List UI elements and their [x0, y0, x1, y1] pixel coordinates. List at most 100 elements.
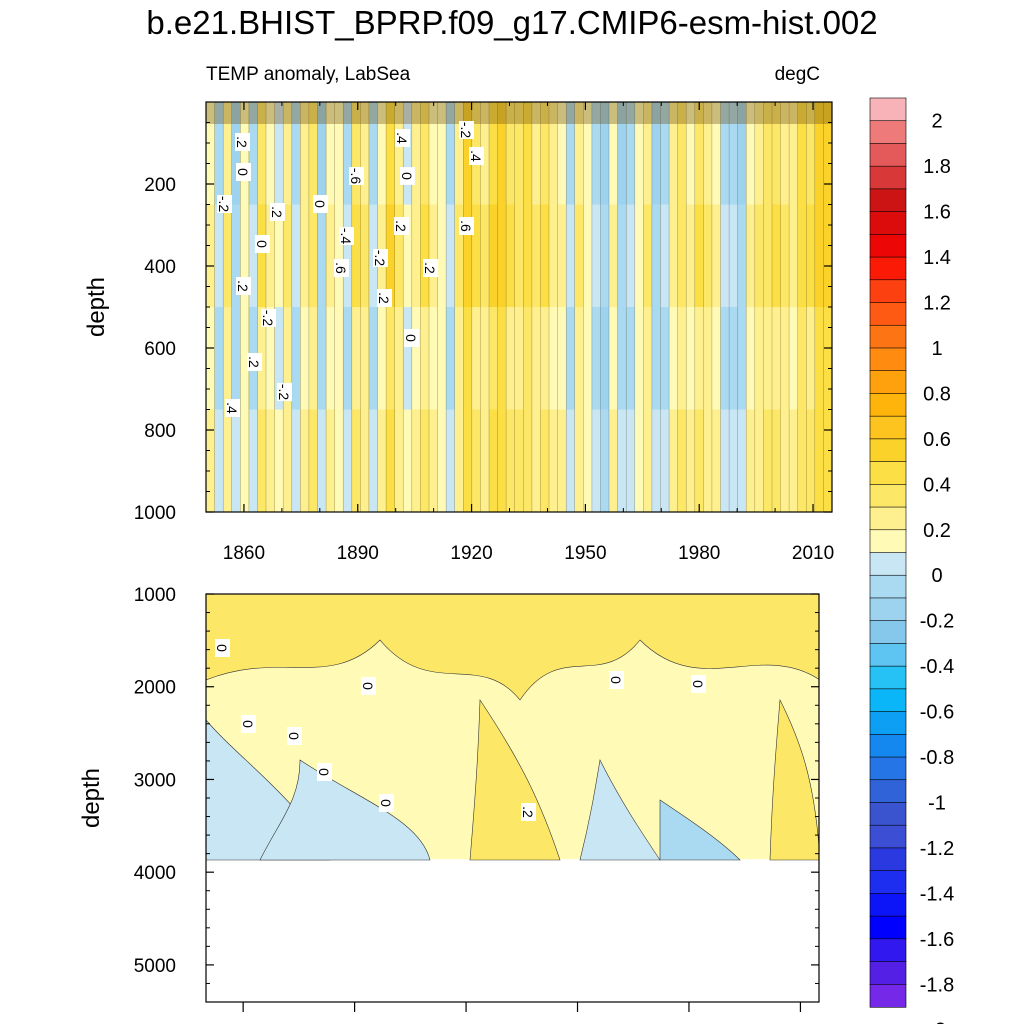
upper-field-cell — [489, 409, 499, 512]
upper-field-cell — [686, 204, 696, 308]
upper-field-cell — [806, 102, 816, 206]
upper-field-cell — [660, 307, 670, 411]
upper-field-cell — [351, 409, 361, 512]
upper-field-cell — [711, 307, 722, 411]
upper-field-cell — [780, 204, 790, 308]
lower-contour-label: 0 — [316, 763, 332, 781]
upper-field-cell — [386, 204, 396, 308]
svg-text:.2: .2 — [520, 806, 536, 818]
upper-field-cell — [780, 307, 790, 411]
upper-contour-label: -.2 — [276, 383, 292, 401]
upper-field-cell — [489, 204, 499, 308]
lower-contour-region — [659, 799, 741, 861]
upper-field-cell — [557, 409, 567, 512]
upper-field-cell — [351, 307, 361, 411]
upper-field-cell — [326, 204, 336, 308]
upper-field-cell — [823, 307, 832, 411]
upper-field-cell — [694, 307, 704, 411]
colorbar-label: 0.2 — [923, 520, 951, 542]
colorbar-label: -0.8 — [920, 747, 954, 769]
svg-text:0: 0 — [360, 682, 376, 690]
upper-field-cell — [291, 102, 301, 206]
upper-field-cell — [506, 204, 516, 308]
lower-contour-label: 0 — [240, 715, 256, 733]
upper-field-cell — [763, 204, 773, 308]
lower-contour-label: 0 — [360, 677, 376, 695]
lower-contour-region — [579, 759, 661, 861]
upper-field-cell — [729, 409, 739, 512]
upper-field-cell — [600, 102, 610, 206]
colorbar-bin — [869, 143, 907, 167]
upper-field-cell — [694, 409, 704, 512]
upper-axes: 200 400 600 800 1000 1860 1890 1920 1950 1980 2010 — [134, 102, 834, 564]
upper-field-cell — [540, 409, 550, 512]
x-tick-label: 1860 — [223, 543, 265, 564]
upper-contour-labels: .2 0 -.2 .2 0 .2 -.2 .2 -.2 .4 0 -.4 .6 -.6 .4 0 .2 -.2 .2… — [216, 121, 484, 417]
upper-field-cell — [746, 204, 756, 308]
upper-field-cell — [231, 307, 241, 411]
upper-field-cell — [754, 307, 764, 411]
upper-contour-label: -.6 — [348, 167, 364, 185]
upper-field-cell — [583, 307, 593, 411]
upper-contour-label: .6 — [458, 217, 474, 235]
upper-field-cell — [351, 102, 361, 206]
colorbar-bin — [869, 234, 907, 258]
upper-field-cell — [557, 307, 567, 411]
colorbar-bin — [869, 256, 907, 281]
upper-field-cell — [437, 409, 447, 512]
upper-field-cell — [471, 307, 481, 411]
upper-field-cell — [326, 409, 336, 512]
upper-field-cell — [540, 204, 550, 308]
upper-field-cell — [617, 409, 627, 512]
upper-field-cell — [720, 102, 730, 206]
upper-field-cell — [746, 307, 756, 411]
upper-field-cell — [411, 307, 421, 411]
lower-y-tick-label: 2000 — [134, 678, 176, 699]
svg-text:.4: .4 — [468, 150, 484, 162]
lower-y-tick-label: 1000 — [134, 585, 176, 606]
upper-field-cell — [574, 307, 584, 411]
upper-field-cell — [651, 204, 662, 308]
upper-field-cell — [729, 307, 739, 411]
lower-contour-region — [769, 698, 819, 861]
upper-field-cell — [763, 102, 773, 206]
upper-field-cell — [506, 307, 516, 411]
upper-field-cell — [266, 204, 276, 308]
upper-field-cell — [651, 409, 662, 512]
upper-panel-field — [206, 102, 832, 512]
colorbar-bin — [869, 870, 907, 894]
upper-field-cell — [317, 409, 327, 512]
upper-field-cell — [446, 102, 456, 206]
colorbar-bin — [869, 97, 907, 122]
upper-field-cell — [600, 307, 610, 411]
colorbar-label: 1.6 — [923, 202, 951, 224]
svg-text:.2: .2 — [393, 220, 409, 232]
svg-text:.2: .2 — [422, 262, 438, 274]
colorbar-bin — [869, 961, 907, 985]
upper-field-cell — [651, 102, 662, 206]
upper-field-cell — [643, 102, 653, 206]
upper-field-cell — [540, 102, 550, 206]
upper-field-cell — [437, 102, 447, 206]
svg-text:.2: .2 — [246, 356, 262, 368]
colorbar-bin — [869, 779, 907, 804]
upper-field-cell — [274, 204, 284, 308]
upper-field-cell — [549, 102, 559, 206]
upper-field-cell — [420, 307, 430, 411]
upper-field-cell — [214, 102, 224, 206]
upper-field-cell — [283, 307, 293, 411]
upper-field-cell — [703, 102, 713, 206]
colorbar-label: -2 — [928, 1020, 946, 1024]
upper-field-cell — [463, 102, 473, 206]
upper-field-cell — [223, 409, 233, 512]
upper-field-cell — [497, 204, 507, 308]
upper-field-cell — [283, 204, 293, 308]
upper-field-cell — [429, 409, 439, 512]
colorbar-label: -0.2 — [920, 611, 954, 633]
upper-field-cell — [737, 204, 747, 308]
upper-field-cell — [497, 102, 507, 206]
upper-field-cell — [514, 409, 524, 512]
upper-field-cell — [351, 204, 361, 308]
upper-field-cell — [214, 204, 224, 308]
upper-field-cell — [403, 204, 413, 308]
